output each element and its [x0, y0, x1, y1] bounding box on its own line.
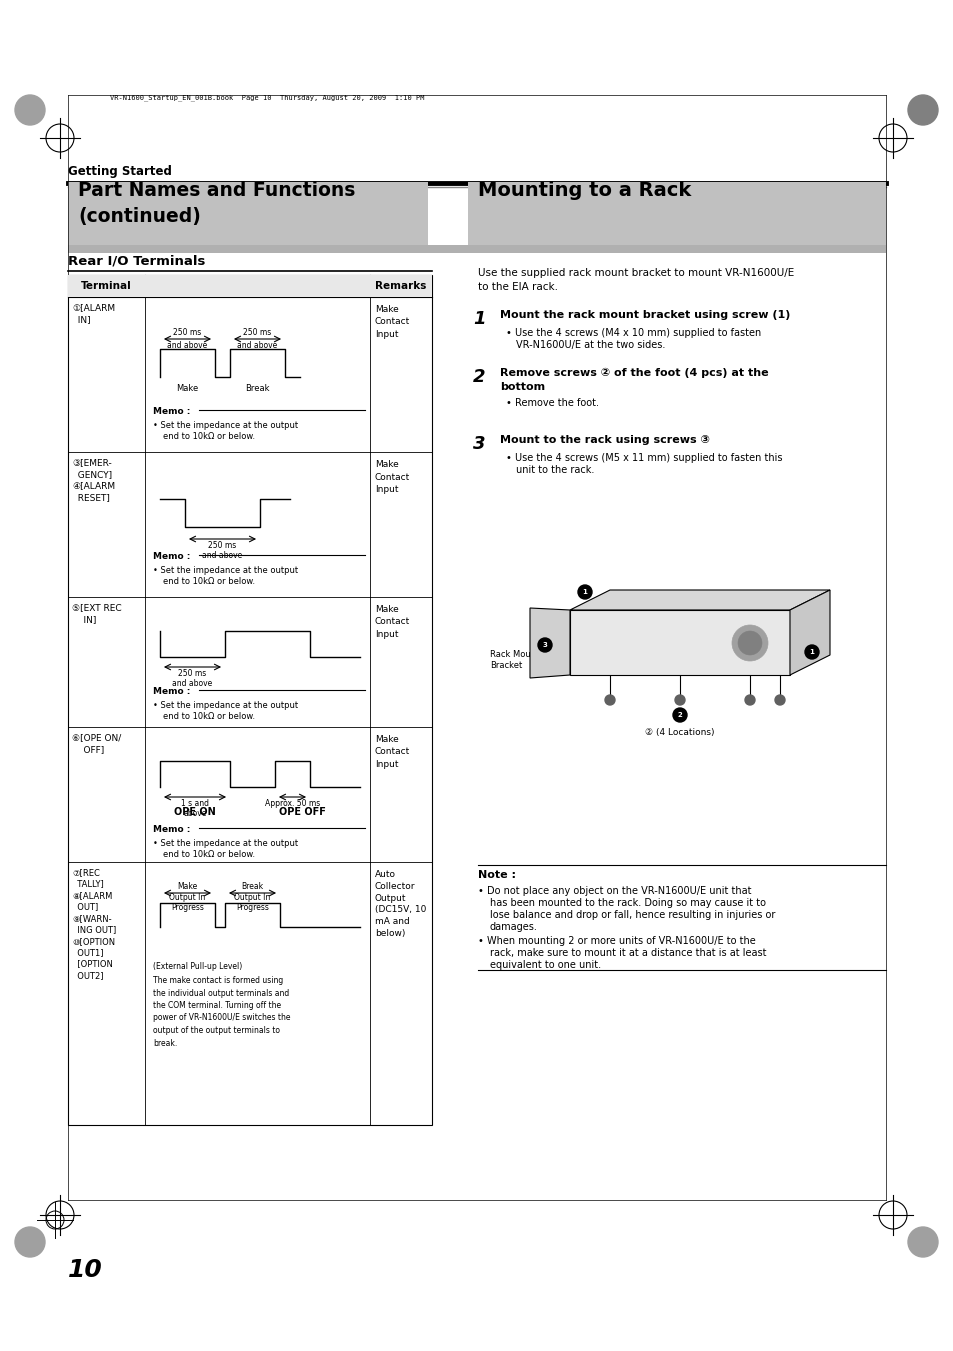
- Text: Mounting to a Rack: Mounting to a Rack: [477, 181, 691, 200]
- Text: Use the supplied rack mount bracket to mount VR-N1600U/E
to the EIA rack.: Use the supplied rack mount bracket to m…: [477, 267, 794, 292]
- Text: Output In: Output In: [234, 893, 271, 902]
- Text: Make
Contact
Input: Make Contact Input: [375, 305, 410, 339]
- Text: Mount to the rack using screws ③: Mount to the rack using screws ③: [499, 435, 709, 444]
- Text: Memo :: Memo :: [152, 407, 191, 416]
- Bar: [68, 276, 432, 297]
- Text: has been mounted to the rack. Doing so may cause it to: has been mounted to the rack. Doing so m…: [490, 898, 765, 908]
- Text: 2: 2: [473, 367, 485, 386]
- Circle shape: [774, 694, 784, 705]
- Text: unit to the rack.: unit to the rack.: [516, 465, 594, 476]
- Text: end to 10kΩ or below.: end to 10kΩ or below.: [163, 577, 254, 586]
- Text: 10: 10: [68, 1258, 103, 1282]
- Circle shape: [731, 626, 767, 661]
- Text: Output In: Output In: [170, 893, 206, 902]
- Bar: [68, 245, 885, 253]
- Text: Remove screws ② of the foot (4 pcs) at the: Remove screws ② of the foot (4 pcs) at t…: [499, 367, 768, 378]
- Polygon shape: [569, 590, 829, 611]
- Text: Break: Break: [241, 882, 263, 892]
- Text: Rear I/O Terminals: Rear I/O Terminals: [68, 255, 205, 267]
- Text: 2: 2: [677, 712, 681, 717]
- Polygon shape: [789, 590, 829, 676]
- Text: ② (4 Locations): ② (4 Locations): [644, 728, 714, 738]
- Text: Make: Make: [176, 384, 198, 393]
- Text: ⑦[REC
  TALLY]
⑧[ALARM
  OUT]
⑨[WARN-
  ING OUT]
⑩[OPTION
  OUT1]
  [OPTION
  OU: ⑦[REC TALLY] ⑧[ALARM OUT] ⑨[WARN- ING OU…: [71, 867, 116, 979]
- Bar: [468, 182, 885, 250]
- Text: Remarks: Remarks: [375, 281, 426, 290]
- Text: VR-N1600_Startup_EN_001B.book  Page 10  Thursday, August 20, 2009  1:10 PM: VR-N1600_Startup_EN_001B.book Page 10 Th…: [110, 95, 424, 101]
- Text: end to 10kΩ or below.: end to 10kΩ or below.: [163, 432, 254, 440]
- Text: Make: Make: [177, 882, 197, 892]
- Text: The make contact is formed using
the individual output terminals and
the COM ter: The make contact is formed using the ind…: [152, 975, 291, 1047]
- Circle shape: [744, 694, 754, 705]
- Text: OPE ON: OPE ON: [174, 807, 215, 817]
- Text: • When mounting 2 or more units of VR-N1600U/E to the: • When mounting 2 or more units of VR-N1…: [477, 936, 755, 946]
- Text: above: above: [183, 809, 207, 817]
- Text: and above: and above: [172, 680, 213, 688]
- Text: and above: and above: [202, 551, 242, 561]
- Text: 1: 1: [582, 589, 587, 594]
- Text: ⑤[EXT REC
    IN]: ⑤[EXT REC IN]: [71, 603, 121, 624]
- Text: 1 s and: 1 s and: [181, 798, 209, 808]
- Bar: [68, 182, 428, 250]
- Text: rack, make sure to mount it at a distance that is at least: rack, make sure to mount it at a distanc…: [490, 948, 765, 958]
- Text: VR-N1600U/E at the two sides.: VR-N1600U/E at the two sides.: [516, 340, 664, 350]
- Text: (External Pull-up Level): (External Pull-up Level): [152, 962, 242, 971]
- Text: • Set the impedance at the output: • Set the impedance at the output: [152, 839, 297, 848]
- Text: Memo :: Memo :: [152, 688, 191, 696]
- Circle shape: [738, 631, 761, 655]
- Circle shape: [15, 1227, 45, 1256]
- Text: 250 ms: 250 ms: [208, 540, 236, 550]
- Text: Memo :: Memo :: [152, 825, 191, 834]
- Text: 250 ms: 250 ms: [178, 669, 207, 678]
- Text: • Remove the foot.: • Remove the foot.: [505, 399, 598, 408]
- Text: Make
Contact
Input: Make Contact Input: [375, 459, 410, 494]
- Text: Part Names and Functions: Part Names and Functions: [78, 181, 355, 200]
- Text: 250 ms: 250 ms: [243, 328, 272, 336]
- Text: bottom: bottom: [499, 382, 544, 392]
- Text: ①[ALARM
  IN]: ①[ALARM IN]: [71, 303, 115, 324]
- Text: 3: 3: [473, 435, 485, 453]
- Text: Make
Contact
Input: Make Contact Input: [375, 735, 410, 769]
- Polygon shape: [569, 611, 789, 676]
- Text: OPE OFF: OPE OFF: [279, 807, 326, 817]
- Text: ⑥[OPE ON/
    OFF]: ⑥[OPE ON/ OFF]: [71, 734, 121, 754]
- Text: damages.: damages.: [490, 921, 537, 932]
- Text: Note :: Note :: [477, 870, 516, 880]
- Text: 3: 3: [542, 642, 547, 648]
- Circle shape: [15, 95, 45, 126]
- Text: • Do not place any object on the VR-N1600U/E unit that: • Do not place any object on the VR-N160…: [477, 886, 751, 896]
- Text: 250 ms: 250 ms: [173, 328, 201, 336]
- Bar: [68, 276, 432, 1125]
- Text: Auto
Collector
Output
(DC15V, 10
mA and
below): Auto Collector Output (DC15V, 10 mA and …: [375, 870, 426, 938]
- Text: ③[EMER-
  GENCY]
④[ALARM
  RESET]: ③[EMER- GENCY] ④[ALARM RESET]: [71, 458, 115, 503]
- Text: Approx. 50 ms: Approx. 50 ms: [265, 798, 320, 808]
- Text: lose balance and drop or fall, hence resulting in injuries or: lose balance and drop or fall, hence res…: [490, 911, 775, 920]
- Text: equivalent to one unit.: equivalent to one unit.: [490, 961, 600, 970]
- Text: Mount the rack mount bracket using screw (1): Mount the rack mount bracket using screw…: [499, 309, 789, 320]
- Text: • Set the impedance at the output: • Set the impedance at the output: [152, 566, 297, 576]
- Circle shape: [907, 1227, 937, 1256]
- Text: Make
Contact
Input: Make Contact Input: [375, 605, 410, 639]
- Circle shape: [804, 644, 818, 659]
- Circle shape: [604, 694, 615, 705]
- Text: Getting Started: Getting Started: [68, 165, 172, 178]
- Text: Rack Mount
Bracket: Rack Mount Bracket: [490, 650, 538, 670]
- Circle shape: [537, 638, 552, 653]
- Text: end to 10kΩ or below.: end to 10kΩ or below.: [163, 850, 254, 859]
- Text: and above: and above: [167, 340, 208, 350]
- Text: • Set the impedance at the output: • Set the impedance at the output: [152, 701, 297, 711]
- Circle shape: [675, 694, 684, 705]
- Text: 1: 1: [809, 648, 814, 655]
- Text: • Use the 4 screws (M4 x 10 mm) supplied to fasten: • Use the 4 screws (M4 x 10 mm) supplied…: [505, 328, 760, 338]
- Text: Terminal: Terminal: [81, 281, 132, 290]
- Circle shape: [578, 585, 592, 598]
- Text: and above: and above: [237, 340, 277, 350]
- Text: • Set the impedance at the output: • Set the impedance at the output: [152, 422, 297, 430]
- Text: Progress: Progress: [235, 902, 269, 912]
- Text: (continued): (continued): [78, 207, 201, 226]
- Text: Memo :: Memo :: [152, 553, 191, 561]
- Text: 1: 1: [473, 309, 485, 328]
- Text: • Use the 4 screws (M5 x 11 mm) supplied to fasten this: • Use the 4 screws (M5 x 11 mm) supplied…: [505, 453, 781, 463]
- Text: Break: Break: [245, 384, 270, 393]
- Circle shape: [907, 95, 937, 126]
